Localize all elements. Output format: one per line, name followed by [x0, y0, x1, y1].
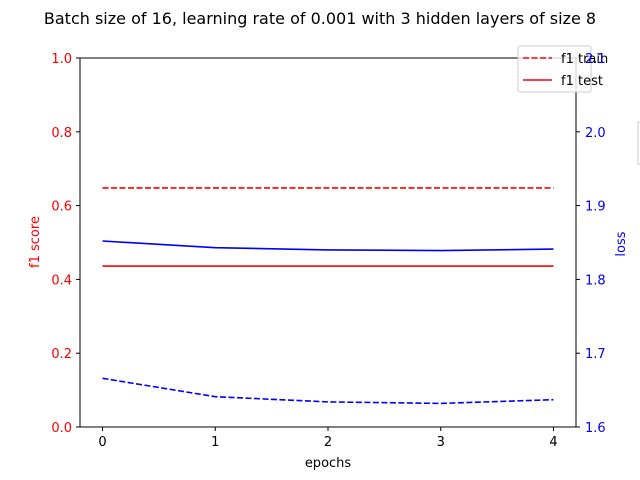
series-lines: [103, 188, 554, 404]
left-tick-label: 0.6: [51, 200, 72, 215]
x-tick-label: 1: [211, 435, 219, 450]
legend-label: f1 test: [561, 74, 603, 89]
right-axis-label: loss: [614, 231, 629, 256]
right-tick-label: 1.6: [585, 421, 606, 436]
x-axis-label: epochs: [305, 456, 352, 471]
right-tick-label: 1.9: [585, 200, 606, 215]
left-axis-ticks: 0.0 0.2 0.4 0.6 0.8 1.0: [51, 52, 80, 436]
plot-frame: [80, 58, 576, 427]
right-tick-label: 1.7: [585, 347, 606, 362]
right-tick-label: 2.0: [585, 126, 606, 141]
left-tick-label: 1.0: [51, 52, 72, 67]
chart-title: Batch size of 16, learning rate of 0.001…: [44, 9, 596, 28]
x-axis-ticks: 0 1 2 3 4: [98, 427, 557, 450]
series-line-loss-train: [103, 378, 554, 403]
left-tick-label: 0.8: [51, 126, 72, 141]
left-axis-label: f1 score: [28, 216, 43, 268]
right-axis-ticks: 1.6 1.7 1.8 1.9 2.0 2.1: [576, 52, 606, 436]
left-tick-label: 0.4: [51, 273, 72, 288]
x-tick-label: 0: [98, 435, 106, 450]
series-line-loss-test: [103, 241, 554, 251]
x-tick-label: 4: [549, 435, 557, 450]
right-tick-label-overlap: 2.1: [585, 52, 606, 67]
x-tick-label: 2: [324, 435, 332, 450]
left-tick-label: 0.0: [51, 421, 72, 436]
right-tick-label: 1.8: [585, 273, 606, 288]
x-tick-label: 3: [437, 435, 445, 450]
left-tick-label: 0.2: [51, 347, 72, 362]
